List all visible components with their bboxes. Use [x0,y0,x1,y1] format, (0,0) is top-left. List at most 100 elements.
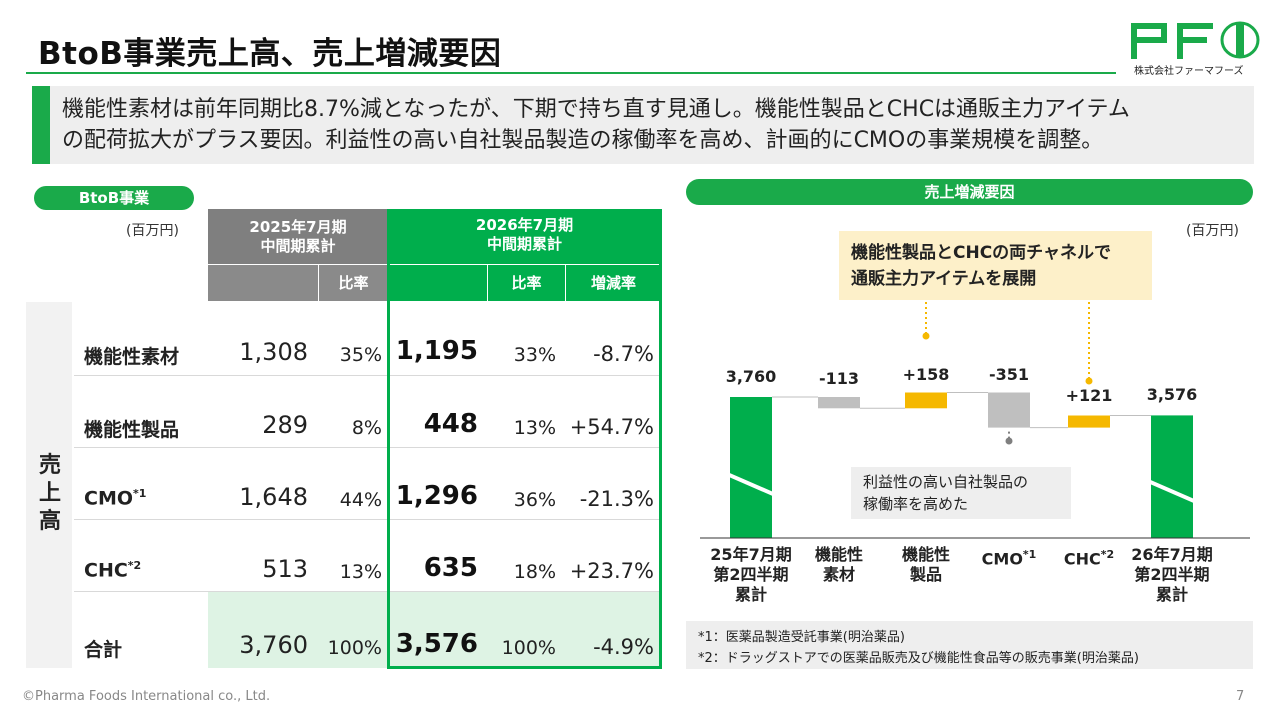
axis-break-mark [1148,479,1196,504]
category-label-line: 機能性 [901,545,950,564]
header-cur-ratio [488,265,565,301]
total-bar [1151,415,1193,538]
header-cur-ratio-label: 比率 [511,274,542,292]
title-underline [26,72,1116,74]
waterfall-chart [700,302,1250,539]
row-label-footnote-mark: *2 [127,559,142,572]
cur-ratio: 100% [501,637,556,659]
category-label-line: 26年7月期 [1131,545,1213,564]
logo-subtitle: 株式会社ファーマフーズ [1134,66,1244,77]
row-label-text: 機能性製品 [84,419,180,441]
side-label-sales: 売上高 [38,453,61,534]
header-prev-amount [208,265,318,301]
row-label: 機能性素材 [84,342,179,369]
prev-ratio: 44% [339,489,382,511]
footnotes-box: *1：医薬品製造受託事業(明治薬品) *2：ドラッグストアでの医薬品販売及び機能… [686,621,1253,669]
callout-pointer-dot [1085,377,1093,385]
chart-section-label: 売上増減要因 [686,179,1253,205]
category-label: 機能性 素材 [789,545,889,585]
callout-cmo: 利益性の高い自社製品の 稼働率を高めた [851,467,1071,519]
header-prev-ratio-label: 比率 [338,274,369,292]
prev-amount: 513 [262,555,308,583]
row-label-text: 合計 [84,639,123,661]
category-label: 25年7月期 第2四半期 累計 [701,545,801,605]
bar-value-label: 3,576 [1146,385,1198,405]
cur-ratio: 36% [513,489,556,511]
row-label: CMO*1 [84,487,146,509]
category-label-line: 機能性 [814,545,863,564]
prev-ratio: 35% [339,344,382,366]
row-label: 合計 [84,635,122,662]
bar-value-label: -113 [818,369,860,388]
header-prev-ratio [319,265,388,301]
row-label: 機能性製品 [84,415,179,442]
prev-amount: 1,308 [239,338,308,366]
category-footnote-mark: *1 [1022,548,1037,561]
cur-change-rate: +54.7% [569,415,654,439]
current-year-frame [387,209,662,669]
header-cur-change [566,265,661,301]
footnote-1: *1：医薬品製造受託事業(明治薬品) [698,630,905,645]
cur-ratio: 18% [513,561,556,583]
category-label-line: 第2四半期 [713,565,789,584]
category-footnote-mark: *2 [1100,548,1115,561]
prev-amount: 3,760 [239,631,308,659]
decrease-bar [988,392,1030,428]
prev-ratio: 100% [327,637,382,659]
table-unit-label: (百万円) [126,223,179,239]
category-label-line: 製品 [909,565,942,584]
summary-text: 機能性素材は前年同期比8.7%減となったが、下期で持ち直す見通し。機能性製品とC… [62,94,1252,156]
summary-accent-bar [32,86,50,164]
category-label-line: 累計 [734,585,767,604]
bar-value-label: 3,760 [725,367,777,386]
header-cur-year [388,209,661,264]
callout-pointer-dot [922,332,930,340]
category-label: 機能性 製品 [876,545,976,585]
cur-amount: 1,296 [395,481,478,511]
total-bar [730,397,772,538]
decrease-bar [818,397,860,409]
cur-change-rate: -4.9% [593,635,654,659]
category-label-line: 第2四半期 [1134,565,1210,584]
company-logo: 株式会社ファーマフーズ [1128,18,1262,78]
row-divider [74,447,661,448]
summary-line-1: 機能性素材は前年同期比8.7%減となったが、下期で持ち直す見通し。機能性製品とC… [62,97,1130,122]
cur-amount: 1,195 [395,336,478,366]
header-cur-year-label: 2026年7月期 中間期累計 [475,216,574,253]
prev-ratio: 8% [351,417,382,439]
category-label-text: CMO [981,549,1023,569]
callout-channels: 機能性製品とCHCの両チャネルで 通販主力アイテムを展開 [839,231,1152,300]
summary-box: 機能性素材は前年同期比8.7%減となったが、下期で持ち直す見通し。機能性製品とC… [32,86,1254,164]
category-label-text: CHC [1063,549,1101,569]
btob-section-label: BtoB事業 [34,186,194,210]
callout-channels-line-2: 通販主力アイテムを展開 [851,269,1037,289]
row-label-text: CHC [84,559,128,582]
category-label-line: CMO*1 [959,545,1059,569]
callout-pointer-dot [1005,437,1013,445]
footnote-2: *2：ドラッグストアでの医薬品販売及び機能性食品等の販売事業(明治薬品) [698,651,1139,666]
row-divider [74,591,661,592]
axis-break-mark [727,472,775,497]
cur-ratio: 13% [513,417,556,439]
summary-line-2: の配荷拡大がプラス要因。利益性の高い自社製品製造の稼働率を高め、計画的にCMOの… [62,128,1104,153]
callout-cmo-line-1: 利益性の高い自社製品の [863,473,1029,491]
header-cur-amount [388,265,487,301]
prev-amount: 1,648 [239,483,308,511]
cur-amount: 3,576 [395,629,478,659]
header-prev-year [208,209,388,264]
category-label-line: CHC*2 [1039,545,1139,569]
category-label: CHC*2 [1039,545,1139,569]
prev-ratio: 13% [339,561,382,583]
pfi-logo-icon [1131,21,1260,59]
row-label: CHC*2 [84,559,141,581]
cur-amount: 448 [423,409,478,439]
side-label-cell [26,302,72,668]
increase-bar [905,392,947,409]
category-label: CMO*1 [959,545,1059,569]
cur-change-rate: -8.7% [593,342,654,366]
increase-bar [1068,415,1110,428]
row-label-footnote-mark: *1 [133,487,147,500]
page-number: 7 [1236,689,1245,704]
total-row-background [208,591,661,668]
cur-amount: 635 [423,553,478,583]
